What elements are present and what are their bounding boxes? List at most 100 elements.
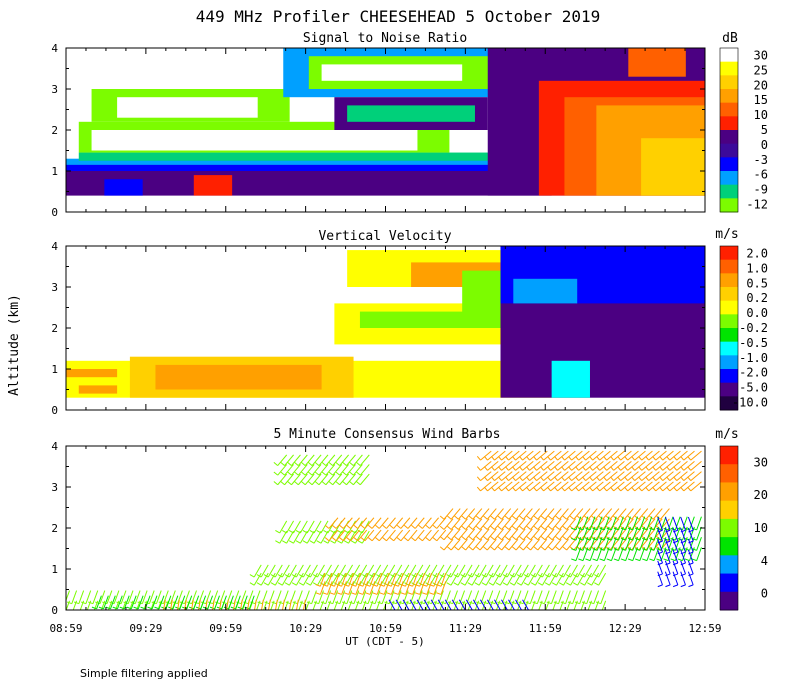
wind-barb: [680, 450, 695, 461]
wind-barb: [282, 530, 295, 544]
wind-y-tick-label: 3: [51, 481, 58, 494]
wind-barb: [453, 572, 466, 586]
wind-barb: [504, 471, 520, 482]
wind-barb: [519, 518, 533, 530]
wind-barb: [539, 450, 555, 461]
wind-barb: [376, 564, 389, 578]
wind-barb: [439, 538, 454, 551]
wind-barb: [490, 481, 506, 492]
wind-colorbar-swatch: [720, 591, 738, 611]
wind-barb: [553, 590, 564, 605]
wind-barb: [328, 464, 343, 476]
wind-barb: [461, 538, 476, 551]
wind-barb: [284, 572, 297, 586]
wind-barb: [349, 464, 363, 476]
wind-barb: [680, 560, 686, 577]
wind-barb: [280, 454, 294, 466]
wind-barb: [664, 571, 671, 588]
wind-barb: [275, 520, 288, 534]
wind-barb: [119, 595, 130, 610]
wind-barb: [657, 516, 663, 533]
snr-colorbar-swatch: [720, 75, 738, 90]
wind-barb: [652, 471, 667, 482]
snr-colorbar-label: 0: [761, 138, 768, 152]
wind-colorbar-swatch: [720, 573, 738, 593]
wind-barb: [212, 599, 215, 610]
wind-barb: [555, 518, 569, 530]
wind-barb: [349, 473, 363, 486]
wind-barb: [596, 450, 611, 461]
snr-region-5: [78, 152, 527, 161]
wind-barb: [504, 518, 519, 530]
wind-barb: [664, 516, 671, 533]
wind-barb: [497, 538, 512, 551]
wind-barb: [277, 564, 290, 578]
wind-barb: [554, 460, 569, 471]
wind-barb: [358, 581, 369, 595]
wind-barb: [634, 516, 646, 531]
wind-barb: [403, 517, 418, 529]
wind-barb: [184, 599, 187, 610]
wind-barb: [379, 572, 390, 587]
wind-barb: [476, 450, 492, 461]
wind-barb: [324, 517, 339, 529]
wind-barb: [81, 590, 92, 605]
wind-barb: [502, 564, 515, 578]
snr-colorbar-label: 10: [754, 108, 768, 122]
wind-barb: [400, 572, 411, 587]
wind-barb: [295, 520, 308, 534]
wind-barb: [576, 508, 591, 520]
wind-barb: [414, 572, 426, 587]
snr-colorbar-label: 15: [754, 93, 768, 107]
snr-colorbar-swatch: [720, 89, 738, 104]
wind-barb: [342, 464, 356, 476]
wind-barb: [540, 538, 555, 551]
wind-barb: [454, 518, 468, 530]
wind-barb: [672, 560, 679, 577]
wind-barb: [595, 590, 607, 605]
wind-barb: [561, 460, 576, 471]
wind-barb: [305, 564, 318, 578]
wind-barb: [518, 481, 534, 492]
wind-colorbar-label: 10: [754, 521, 768, 535]
wind-barb: [403, 529, 418, 542]
wind-barb: [421, 581, 433, 595]
vv-y-tick-label: 0: [51, 404, 58, 417]
wind-barb: [571, 516, 582, 531]
snr-colorbar-label: 30: [754, 48, 768, 62]
wind-barb: [275, 599, 278, 610]
wind-barb: [560, 590, 571, 605]
wind-barb: [425, 529, 439, 542]
wind-barb: [568, 460, 583, 471]
vv-colorbar-label: 0.5: [746, 276, 768, 290]
wind-barb: [509, 572, 522, 586]
wind-barb: [687, 481, 702, 492]
wind-barb: [198, 599, 201, 610]
wind-barb: [461, 528, 476, 541]
wind-barb: [263, 572, 276, 586]
wind-barb: [526, 508, 540, 520]
wind-barb: [316, 520, 329, 534]
snr-region-1: [104, 179, 143, 196]
wind-barb: [301, 473, 315, 486]
wind-barb: [680, 481, 695, 492]
vv-heatmap: [66, 246, 705, 398]
wind-barb: [356, 464, 370, 476]
wind-barb: [598, 508, 613, 520]
wind-barb: [343, 520, 356, 534]
wind-barb: [592, 516, 603, 531]
wind-barb: [436, 572, 447, 587]
wind-barb: [638, 460, 653, 471]
wind-barb: [350, 581, 362, 595]
wind-barb: [407, 581, 418, 595]
wind-barb: [372, 572, 383, 587]
wind-barb: [680, 571, 686, 588]
vv-colorbar-swatch: [720, 369, 738, 384]
wind-barb: [657, 538, 663, 555]
wind-barb: [429, 581, 440, 595]
wind-barb: [454, 508, 468, 520]
wind-barb: [322, 572, 333, 587]
wind-barb: [497, 508, 512, 520]
wind-barb: [356, 590, 367, 605]
wind-barb: [504, 528, 519, 541]
